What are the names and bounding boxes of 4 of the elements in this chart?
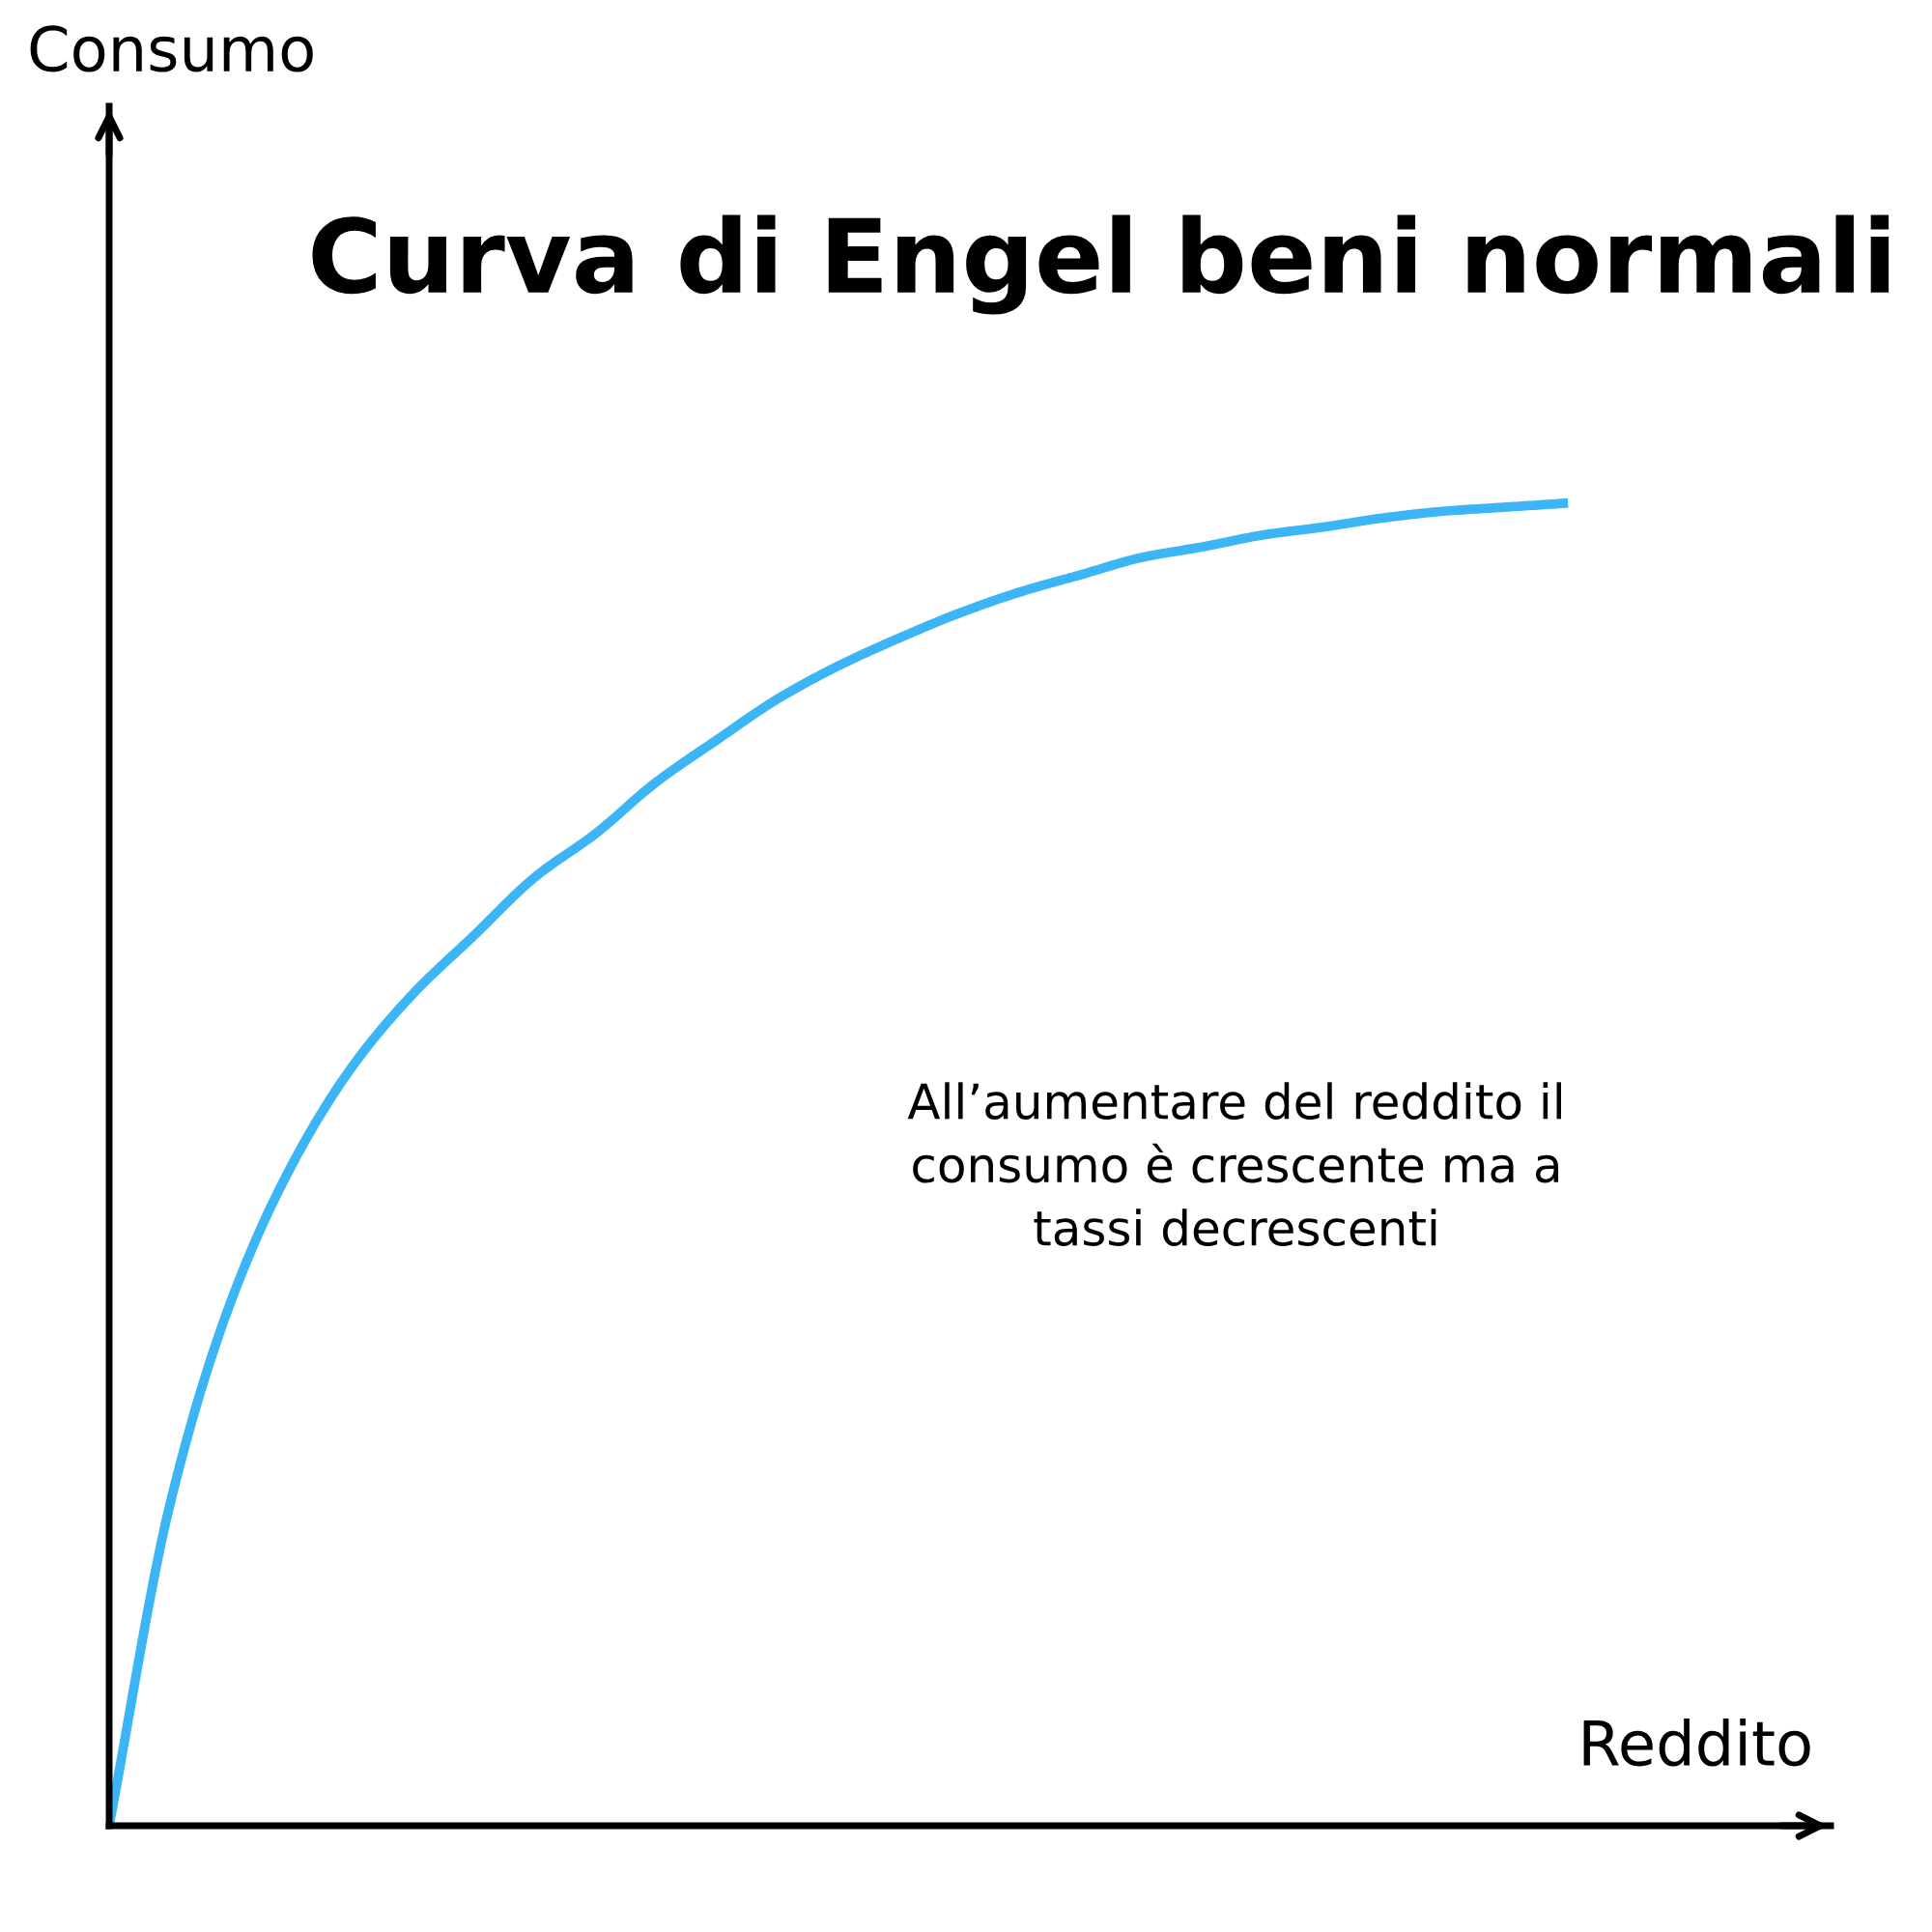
annotation: All’aumentare del reddito il consumo è crescente ma a tassi decrescenti <box>907 1082 1562 1246</box>
text: Consumo <box>30 25 313 72</box>
x-axis-title: Reddito <box>1583 1718 1810 1767</box>
chart-title: Curva di Engel beni normali <box>312 214 1889 315</box>
